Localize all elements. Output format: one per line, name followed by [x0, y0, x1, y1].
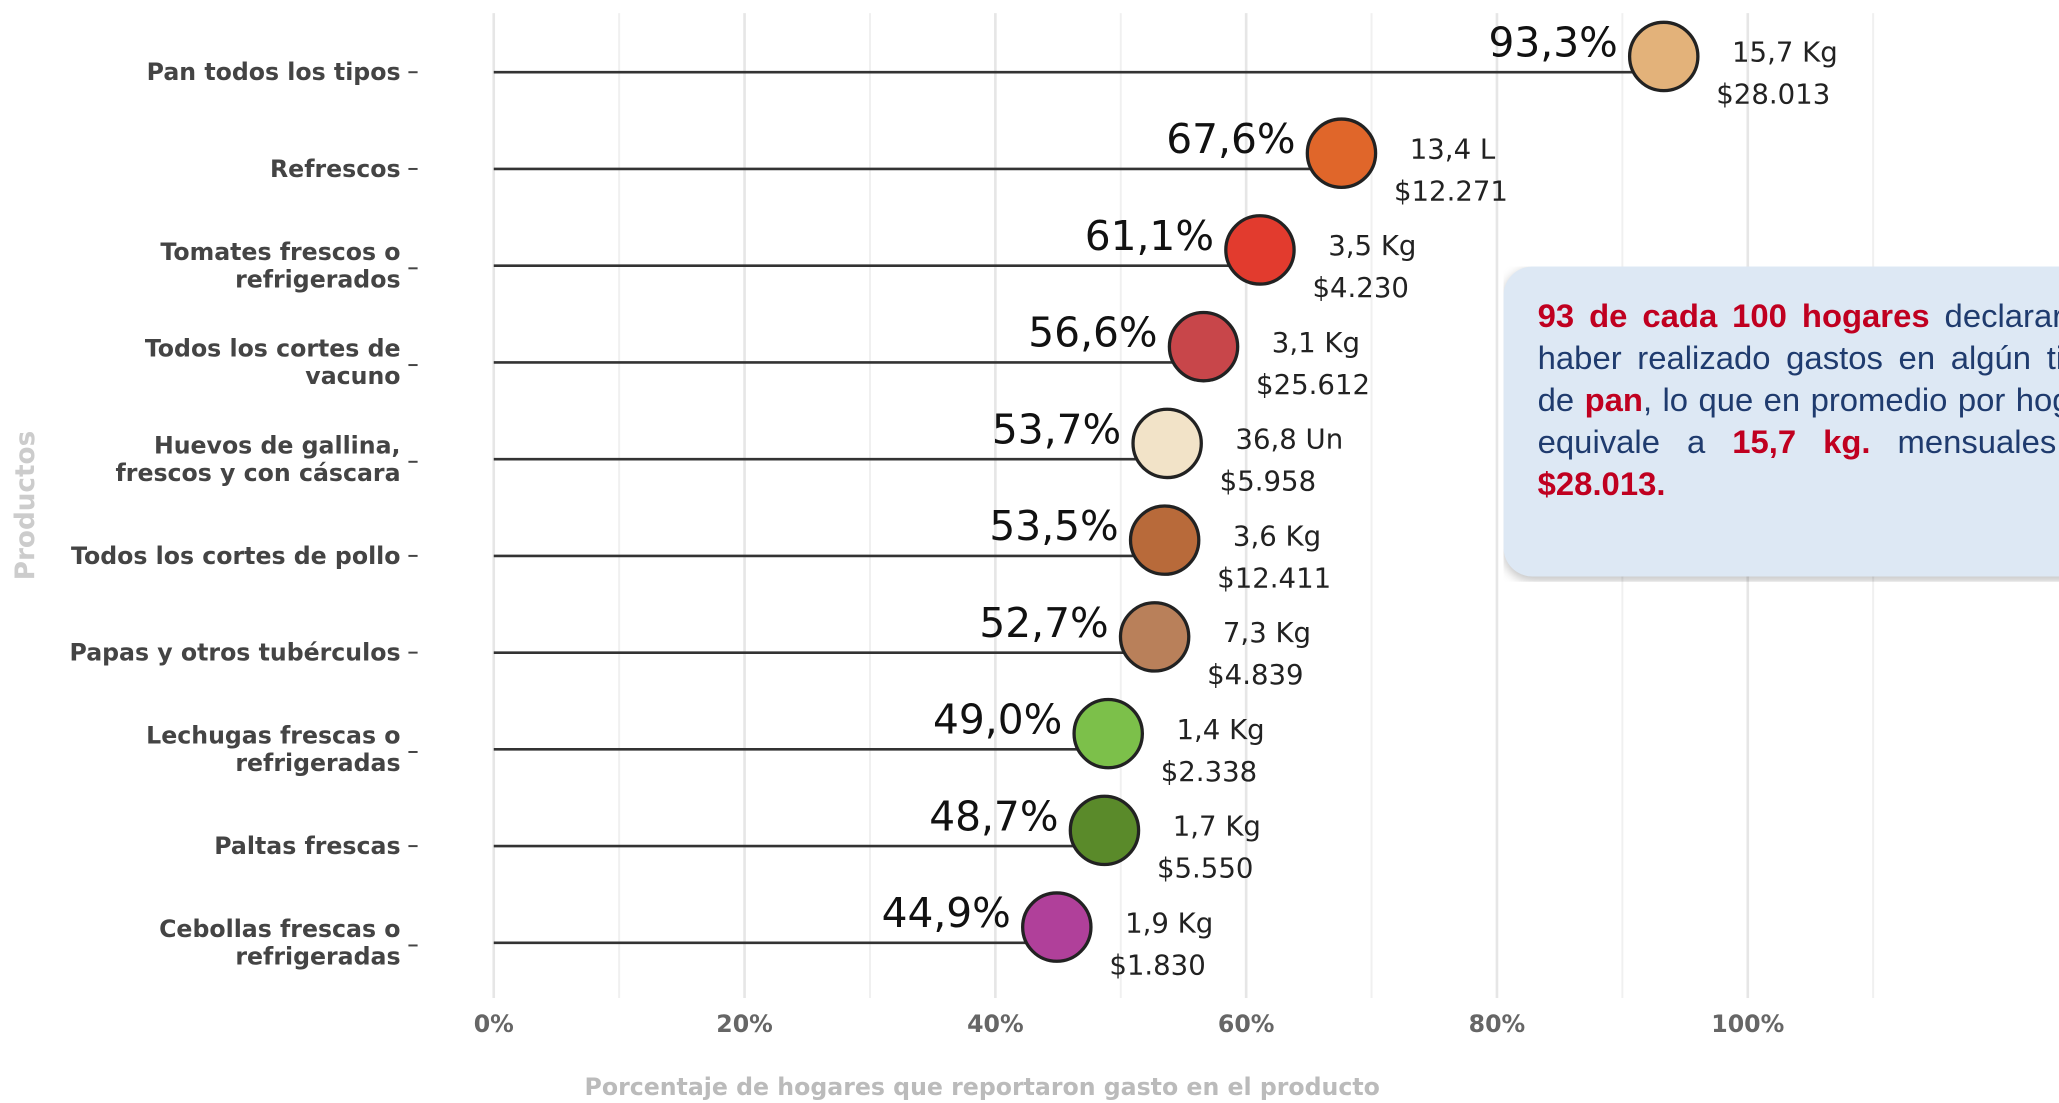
quantity-label: 3,6 Kg — [1233, 519, 1321, 552]
y-tick-label: Pan todos los tipos — [147, 58, 401, 86]
product-icon — [1072, 697, 1145, 770]
quantity-label: 1,4 Kg — [1177, 713, 1265, 746]
price-label: $28.013 — [1716, 78, 1830, 111]
y-tick-label: Paltas frescas — [214, 832, 400, 860]
x-axis-title: Porcentaje de hogares que reportaron gas… — [585, 1073, 1380, 1101]
y-tick-label: Refrescos — [270, 155, 401, 183]
product-icon — [1128, 504, 1201, 576]
quantity-label: 1,9 Kg — [1125, 906, 1213, 939]
callout-text: 15,7 kg. — [1732, 424, 1871, 461]
value-label: 48,7% — [929, 792, 1058, 840]
product-icon — [1167, 310, 1240, 383]
value-label: 56,6% — [1028, 309, 1157, 357]
quantity-label: 3,1 Kg — [1272, 326, 1360, 359]
quantity-label: 36,8 Un — [1235, 423, 1343, 456]
quantity-label: 3,5 Kg — [1328, 229, 1416, 262]
marks: 0% 20% 40% 60% 80% 100% Pan todos los tipos 93,… — [70, 18, 1838, 1038]
x-tick-label: 60% — [1218, 1010, 1275, 1038]
price-label: $1.830 — [1109, 948, 1205, 981]
value-label: 93,3% — [1489, 18, 1618, 66]
y-tick-label: Cebollas frescas o refrigeradas — [159, 915, 400, 971]
price-label: $4.230 — [1312, 271, 1408, 304]
y-axis-title: Productos — [11, 431, 41, 580]
callout: 93 de cada 100 hogares declararon haber … — [1503, 266, 2059, 577]
price-label: $5.550 — [1157, 852, 1253, 885]
quantity-label: 7,3 Kg — [1223, 616, 1311, 649]
quantity-label: 1,7 Kg — [1173, 810, 1261, 843]
y-tick-label: Huevos de gallina, frescos y con cáscara — [116, 431, 401, 487]
product-icon — [1131, 407, 1203, 480]
value-label: 67,6% — [1166, 115, 1295, 163]
product-icon — [1305, 117, 1378, 189]
y-tick-label: Tomates frescos o refrigerados — [160, 238, 400, 294]
value-label: 44,9% — [882, 889, 1011, 937]
y-tick-label: Papas y otros tubérculos — [70, 639, 401, 667]
price-label: $5.958 — [1220, 465, 1316, 498]
callout-text: , lo que en promedio por hogar equivale … — [1537, 382, 2059, 461]
x-tick-label: 0% — [474, 1010, 514, 1038]
callout-text: $28.013. — [1537, 466, 1666, 503]
product-icon — [1627, 20, 1700, 93]
quantity-label: 13,4 L — [1410, 132, 1496, 165]
x-tick-label: 20% — [716, 1010, 773, 1038]
product-icon — [1118, 601, 1191, 673]
value-label: 49,0% — [933, 696, 1062, 744]
price-label: $2.338 — [1161, 755, 1257, 788]
value-label: 53,5% — [989, 502, 1118, 550]
price-label: $4.839 — [1207, 658, 1303, 691]
callout-text: pan — [1584, 382, 1643, 419]
x-tick-label: 80% — [1469, 1010, 1526, 1038]
callout-text: declararon haber realizado gastos en alg… — [1537, 298, 2059, 419]
price-label: $12.271 — [1394, 174, 1508, 207]
x-tick-label: 100% — [1711, 1010, 1784, 1038]
product-icon — [1021, 891, 1093, 963]
y-tick-label: Todos los cortes de pollo — [71, 542, 400, 570]
callout-container: 93 de cada 100 hogares declararon haber … — [1503, 266, 2059, 577]
callout-text: 93 de cada 100 hogares — [1537, 298, 1930, 335]
callout-text: mensuales y — [1897, 424, 2059, 461]
product-icon — [1224, 214, 1296, 286]
quantity-label: 15,7 Kg — [1732, 36, 1838, 69]
y-tick-label: Lechugas frescas o refrigeradas — [146, 721, 400, 777]
product-icon — [1068, 794, 1141, 867]
y-tick-label: Todos los cortes de vacuno — [145, 335, 401, 391]
price-label: $12.411 — [1217, 561, 1331, 594]
value-label: 52,7% — [979, 599, 1108, 647]
x-tick-label: 40% — [967, 1010, 1024, 1038]
value-label: 53,7% — [992, 405, 1121, 453]
price-label: $25.612 — [1256, 368, 1370, 401]
value-label: 61,1% — [1085, 212, 1214, 260]
